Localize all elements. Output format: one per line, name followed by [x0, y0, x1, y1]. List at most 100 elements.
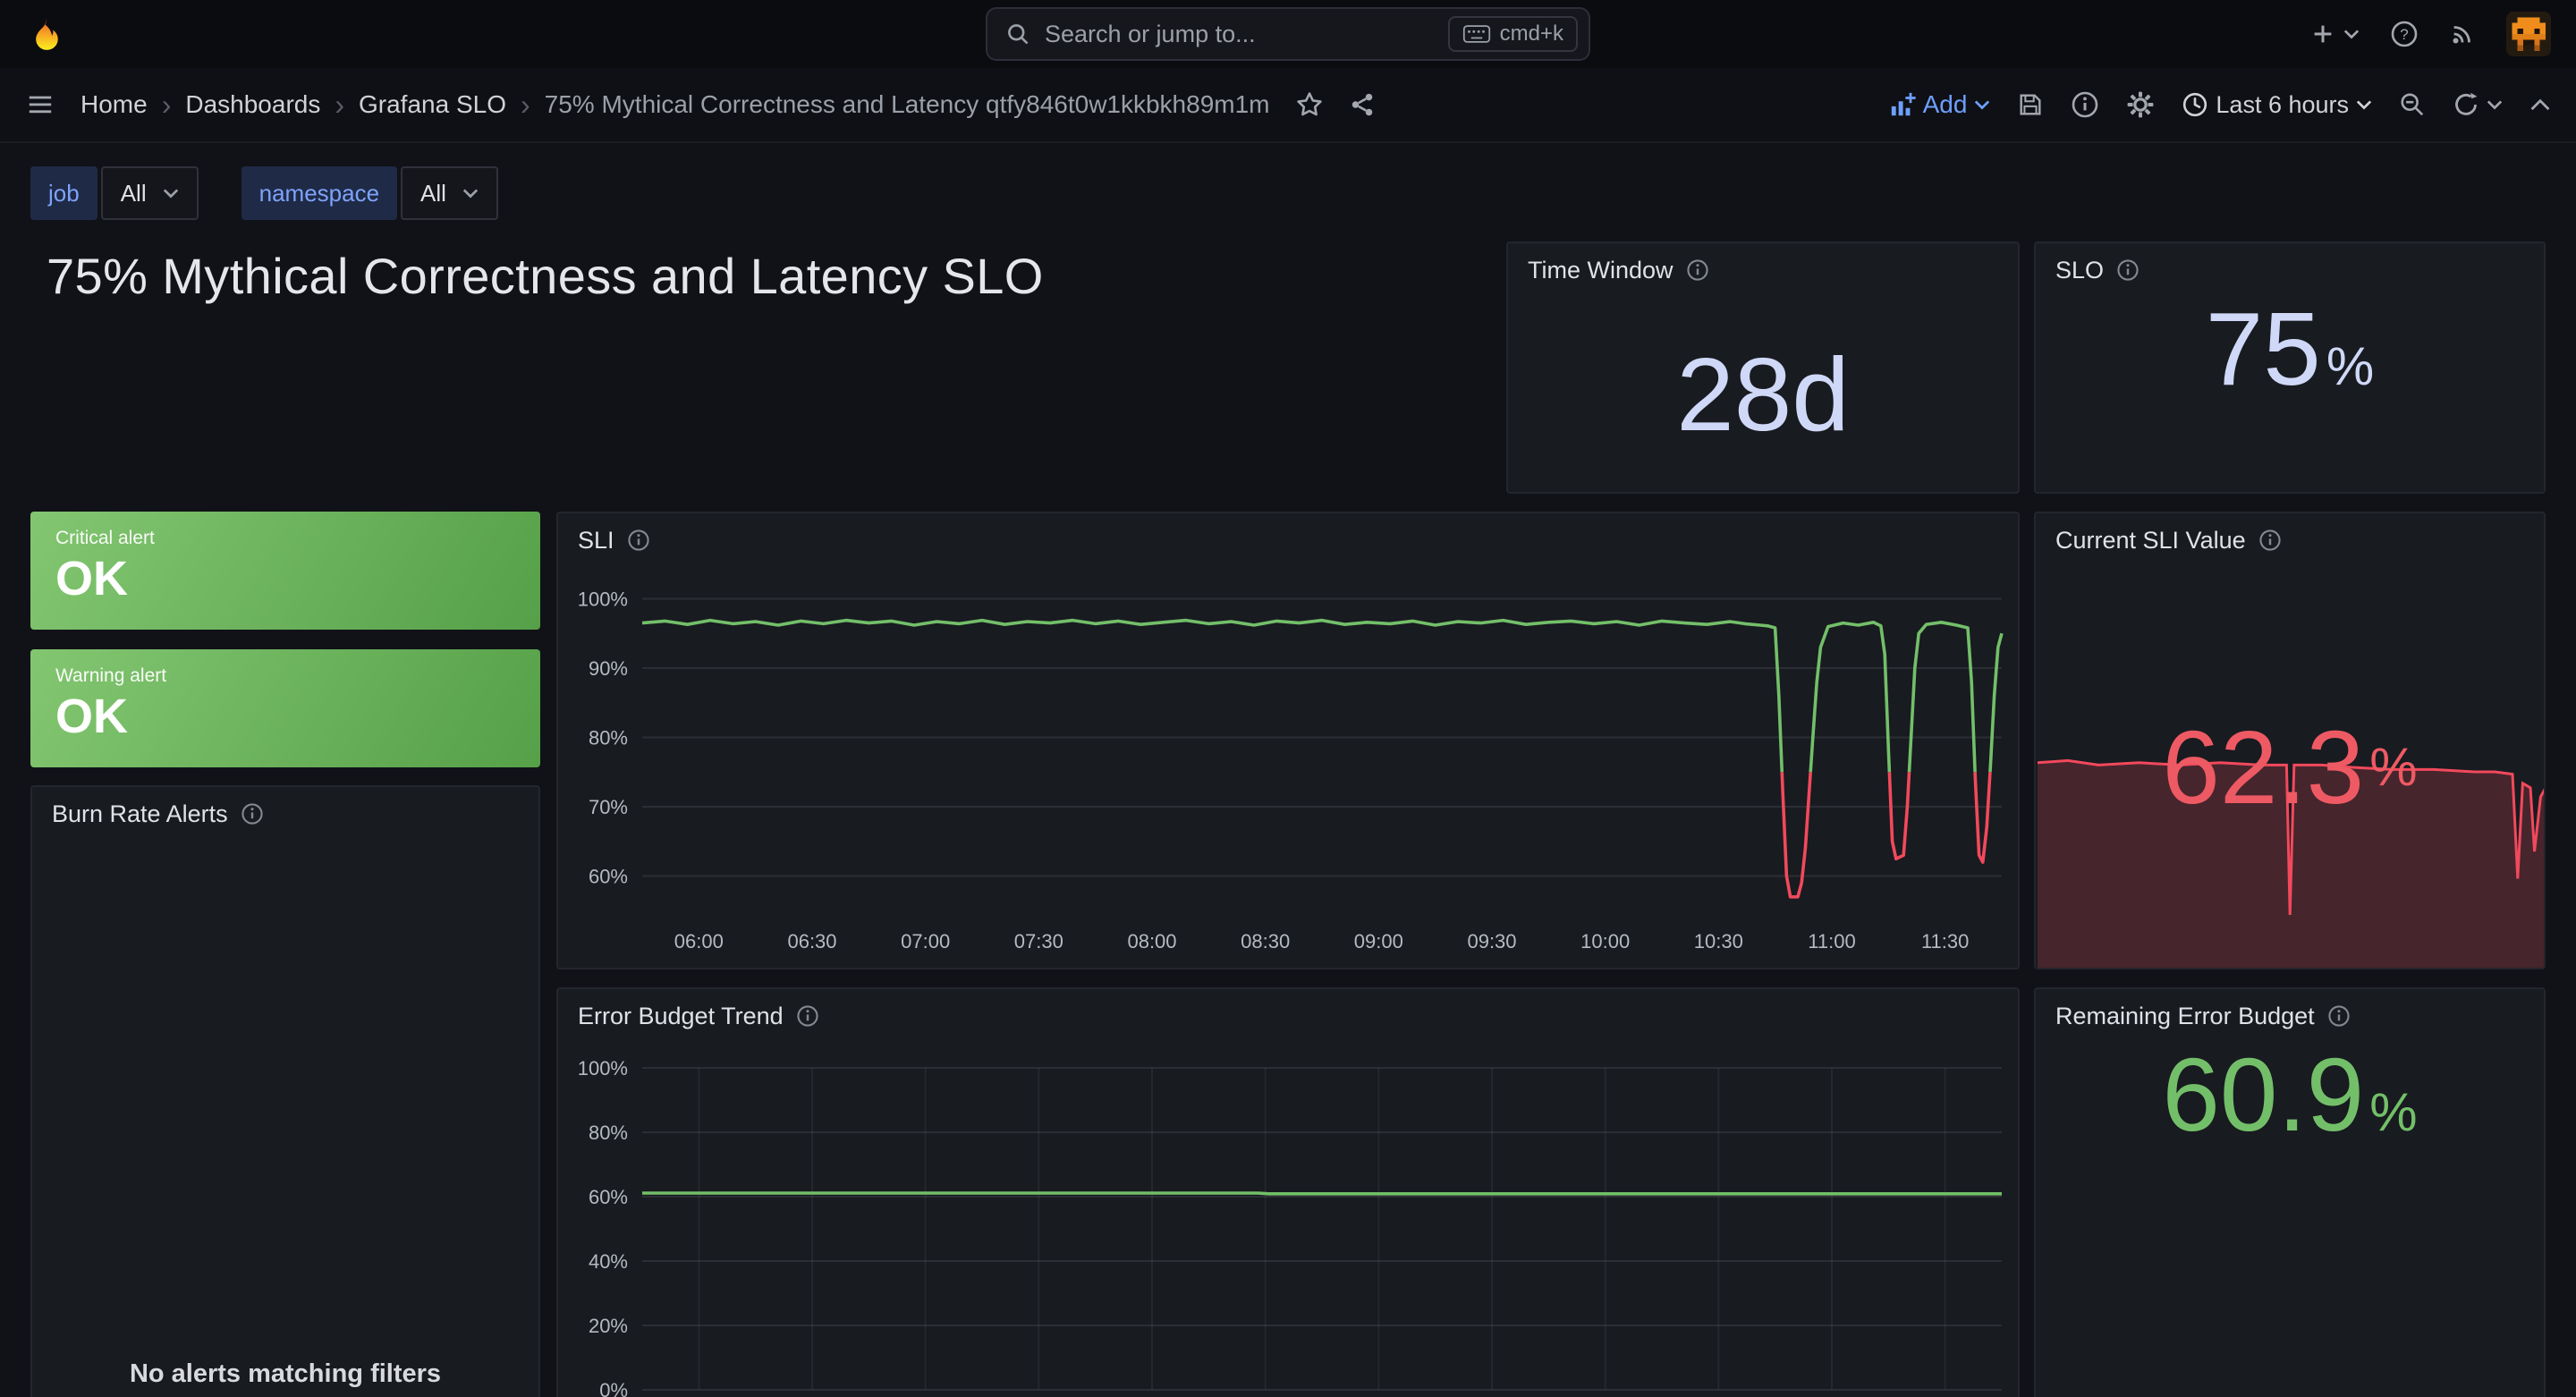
panel-title[interactable]: Burn Rate Alerts — [52, 800, 228, 827]
svg-text:?: ? — [2400, 26, 2408, 43]
panel-info-icon[interactable] — [627, 529, 650, 552]
error-budget-trend-chart[interactable]: 0% 20% 40% 60% 80% 100% — [560, 1043, 2018, 1397]
add-chart-icon — [1889, 91, 1916, 118]
panel-title[interactable]: Error Budget Trend — [578, 1002, 784, 1029]
variable-job: job All — [30, 166, 199, 220]
current-sli-unit: % — [2369, 737, 2418, 797]
panel-title[interactable]: SLO — [2055, 256, 2105, 284]
current-sli-value: 62.3 — [2162, 709, 2365, 826]
dashboard-settings-button[interactable] — [2126, 90, 2155, 119]
panel-title[interactable]: SLI — [578, 526, 614, 554]
svg-text:07:30: 07:30 — [1014, 930, 1063, 952]
panel-critical-alert: Critical alert OK — [30, 512, 540, 630]
dashboard-insights-button[interactable] — [2071, 90, 2099, 119]
svg-text:80%: 80% — [589, 1122, 628, 1144]
warning-alert-label: Warning alert — [55, 665, 167, 686]
profile-button[interactable] — [2506, 12, 2551, 56]
remaining-error-budget-unit: % — [2369, 1082, 2418, 1142]
help-button[interactable]: ? — [2390, 20, 2419, 48]
grafana-logo[interactable] — [25, 14, 64, 54]
panel-error-budget-trend: Error Budget Trend 0% 20% 40% 60% 80% 100% — [556, 987, 2020, 1397]
slo-value: 75 — [2205, 291, 2321, 407]
breadcrumb-home[interactable]: Home — [80, 90, 148, 118]
menu-icon — [25, 91, 55, 118]
news-button[interactable] — [2449, 21, 2476, 47]
svg-text:10:00: 10:00 — [1580, 930, 1630, 952]
caret-down-icon — [462, 188, 479, 199]
panel-title[interactable]: Remaining Error Budget — [2055, 1002, 2315, 1029]
svg-text:09:00: 09:00 — [1354, 930, 1403, 952]
chevron-up-icon — [2529, 97, 2551, 112]
zoom-out-icon — [2399, 91, 2426, 118]
caret-down-icon — [2487, 99, 2503, 110]
svg-text:20%: 20% — [589, 1315, 628, 1337]
panel-info-icon[interactable] — [241, 802, 264, 826]
search-box[interactable]: cmd+k — [986, 7, 1590, 61]
panel-info-icon[interactable] — [2116, 258, 2140, 282]
variables-row: job All namespace All — [30, 166, 498, 220]
breadcrumb-dashboards[interactable]: Dashboards — [185, 90, 321, 118]
panel-time-window: Time Window 28d — [1506, 241, 2020, 494]
panel-title[interactable]: Current SLI Value — [2055, 526, 2246, 554]
zoom-out-button[interactable] — [2399, 91, 2426, 118]
save-dashboard-button[interactable] — [2017, 91, 2044, 118]
svg-text:80%: 80% — [589, 727, 628, 749]
svg-text:11:30: 11:30 — [1921, 930, 1969, 952]
panel-info-icon[interactable] — [1686, 258, 1709, 282]
panel-info-icon[interactable] — [796, 1004, 819, 1028]
search-input[interactable] — [1045, 20, 1448, 48]
star-icon — [1295, 90, 1324, 119]
add-button[interactable]: Add — [1889, 90, 1991, 119]
slo-unit: % — [2326, 336, 2375, 396]
topnav-actions: ? — [2309, 12, 2551, 56]
time-range-picker[interactable]: Last 6 hours — [2182, 91, 2372, 119]
breadcrumb-separator: › — [520, 89, 530, 121]
panel-info-icon[interactable] — [2327, 1004, 2351, 1028]
new-button[interactable] — [2309, 21, 2360, 47]
menu-button[interactable] — [25, 91, 55, 118]
svg-text:90%: 90% — [589, 657, 628, 680]
time-window-value: 28d — [1676, 336, 1850, 453]
svg-text:06:30: 06:30 — [787, 930, 836, 952]
time-range-label: Last 6 hours — [2216, 90, 2349, 118]
refresh-button[interactable] — [2453, 91, 2503, 118]
warning-alert-status: OK — [55, 690, 128, 743]
keyboard-icon — [1462, 24, 1491, 44]
svg-text:07:00: 07:00 — [901, 930, 950, 952]
svg-text:100%: 100% — [578, 588, 628, 611]
current-sli-sparkline — [2037, 515, 2544, 968]
toolbar-actions: Add — [1889, 90, 2551, 119]
sli-chart[interactable]: 06:00 06:30 07:00 07:30 08:00 08:30 09:00 09:30… — [560, 567, 2018, 968]
svg-text:100%: 100% — [578, 1057, 628, 1080]
variable-job-value[interactable]: All — [100, 166, 199, 220]
favorite-button[interactable] — [1295, 90, 1324, 119]
breadcrumb-grafana-slo[interactable]: Grafana SLO — [359, 90, 506, 118]
critical-alert-status: OK — [55, 552, 128, 605]
avatar — [2506, 12, 2551, 56]
breadcrumb-current: 75% Mythical Correctness and Latency qtf… — [544, 90, 1270, 118]
settings-icon — [2126, 90, 2155, 119]
svg-text:11:00: 11:00 — [1808, 930, 1855, 952]
svg-text:10:30: 10:30 — [1694, 930, 1743, 952]
share-button[interactable] — [1349, 91, 1376, 118]
top-nav: cmd+k ? — [0, 0, 2576, 68]
panel-title[interactable]: Time Window — [1528, 256, 1674, 284]
panel-info-icon[interactable] — [2258, 529, 2282, 552]
variable-namespace-label[interactable]: namespace — [241, 166, 398, 220]
caret-down-icon — [2356, 99, 2372, 110]
variable-job-label[interactable]: job — [30, 166, 97, 220]
svg-text:06:00: 06:00 — [674, 930, 724, 952]
svg-text:08:30: 08:30 — [1241, 930, 1290, 952]
svg-text:60%: 60% — [589, 1186, 628, 1208]
collapse-toolbar-button[interactable] — [2529, 97, 2551, 112]
help-icon: ? — [2390, 20, 2419, 48]
save-icon — [2017, 91, 2044, 118]
add-label: Add — [1922, 90, 1968, 118]
clock-icon — [2182, 91, 2208, 118]
svg-text:40%: 40% — [589, 1250, 628, 1273]
variable-namespace-value[interactable]: All — [401, 166, 498, 220]
caret-down-icon — [163, 188, 179, 199]
burn-rate-empty-text: No alerts matching filters — [129, 1359, 442, 1388]
